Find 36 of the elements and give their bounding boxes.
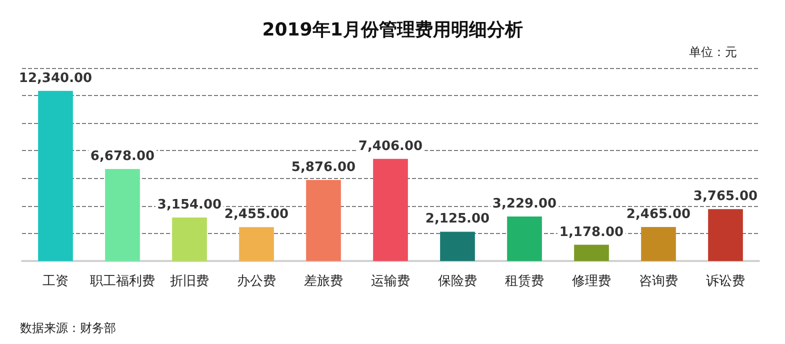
bar	[641, 227, 676, 261]
bar	[574, 244, 609, 261]
bar	[172, 218, 207, 261]
x-tick-label: 咨询费	[639, 274, 678, 289]
data-label: 2,455.00	[224, 207, 289, 222]
bar	[373, 158, 408, 261]
data-label: 6,678.00	[90, 148, 155, 164]
bar	[105, 168, 140, 261]
data-label: 12,340.00	[18, 70, 92, 86]
text: 单位：元	[689, 45, 737, 59]
data-label: 2,465.00	[626, 207, 691, 222]
x-tick-label: 租赁费	[505, 274, 544, 289]
x-tick-label: 折旧费	[170, 274, 209, 289]
source-note: 数据来源：财务部	[20, 321, 116, 335]
bar	[239, 227, 274, 261]
data-label: 5,876.00	[291, 160, 356, 175]
bar	[507, 216, 542, 261]
bar	[708, 209, 743, 261]
x-tick-label: 修理费	[572, 274, 611, 289]
x-tick-label: 运输费	[371, 274, 410, 289]
x-tick-label: 职工福利费	[90, 274, 155, 289]
x-tick-label: 保险费	[438, 274, 477, 289]
x-tick-label: 差旅费	[304, 274, 343, 289]
data-label: 2,125.00	[425, 212, 490, 227]
data-label: 1,178.00	[559, 224, 624, 240]
data-label: 3,229.00	[492, 196, 557, 212]
bar	[306, 180, 341, 261]
bar	[440, 232, 475, 261]
x-tick-label: 工资	[42, 274, 68, 289]
bar	[38, 90, 73, 261]
data-label: 3,765.00	[693, 189, 758, 204]
x-tick-label: 办公费	[237, 274, 276, 289]
data-label: 7,406.00	[358, 138, 423, 154]
data-label: 3,154.00	[157, 198, 222, 213]
chart-title: 2019年1月份管理费用明细分析	[262, 20, 523, 40]
x-tick-label: 诉讼费	[706, 274, 745, 289]
